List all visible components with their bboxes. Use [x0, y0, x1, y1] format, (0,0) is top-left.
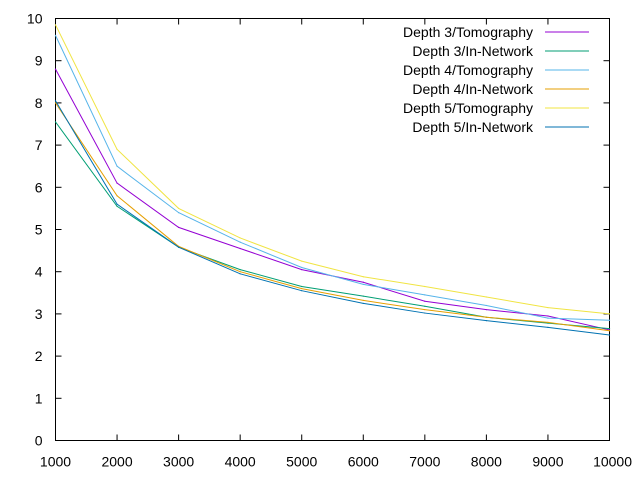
data-point [54, 121, 57, 123]
data-point [424, 309, 426, 311]
data-point [301, 266, 303, 269]
y-tick-label: 7 [35, 137, 43, 153]
data-point [301, 287, 303, 290]
data-point [239, 273, 241, 275]
legend-label: Depth 3/Tomography [403, 24, 533, 40]
data-point [485, 309, 487, 311]
data-point [424, 294, 426, 296]
data-point [608, 319, 611, 321]
data-point [54, 34, 57, 36]
axis-ticks: 0 1 2 3 4 5 6 7 8 9 10 1000 2000 3000 4000 5000 6000 7000… [27, 11, 632, 470]
data-point [54, 102, 57, 104]
x-tick-label: 9000 [532, 454, 563, 470]
data-point [54, 68, 57, 70]
x-tick-label: 4000 [225, 454, 256, 470]
data-point [116, 148, 118, 150]
y-tick-label: 3 [35, 306, 43, 322]
data-point [239, 241, 241, 243]
legend-label: Depth 5/Tomography [403, 100, 533, 116]
x-tick-label: 2000 [101, 454, 132, 470]
y-tick-label: 6 [35, 179, 43, 195]
data-point [424, 312, 426, 314]
series-line-6 [55, 100, 610, 336]
data-point [54, 100, 57, 102]
data-point [362, 281, 364, 283]
y-tick-label: 9 [35, 53, 43, 69]
y-tick-label: 5 [35, 222, 43, 238]
y-tick-label: 2 [35, 348, 43, 364]
data-point [362, 283, 364, 285]
data-point [608, 313, 611, 315]
series-line-2 [55, 121, 610, 330]
legend-label: Depth 4/In-Network [412, 81, 534, 97]
series-line-5 [55, 24, 610, 315]
data-point [116, 165, 118, 167]
data-point [485, 296, 487, 298]
data-point [424, 285, 426, 288]
data-point [547, 321, 549, 323]
data-point [178, 207, 180, 209]
x-tick-label: 6000 [348, 454, 379, 470]
data-point [116, 203, 118, 205]
data-point [547, 306, 549, 309]
data-point [301, 290, 303, 292]
data-point [547, 317, 549, 319]
series-line-4 [55, 102, 610, 332]
data-point [239, 237, 241, 239]
data-point [362, 276, 364, 278]
data-point [116, 182, 118, 184]
data-point [116, 205, 118, 207]
data-point [362, 302, 364, 304]
data-point [239, 268, 241, 271]
data-point [239, 271, 241, 273]
data-point [178, 212, 180, 214]
x-tick-label: 5000 [286, 454, 317, 470]
series-lines [54, 24, 611, 336]
legend: Depth 3/Tomography Depth 3/In-Network Dept… [403, 24, 589, 135]
data-point [239, 247, 241, 250]
y-tick-label: 8 [35, 95, 43, 111]
x-tick-label: 1000 [40, 454, 71, 470]
data-point [608, 330, 611, 332]
x-tick-label: 10000 [593, 454, 632, 470]
data-point [485, 316, 487, 318]
data-point [547, 315, 549, 317]
y-tick-label: 4 [35, 264, 43, 280]
legend-label: Depth 4/Tomography [403, 62, 533, 78]
x-tick-label: 7000 [409, 454, 440, 470]
x-tick-label: 8000 [471, 454, 502, 470]
legend-label: Depth 3/In-Network [412, 43, 534, 59]
legend-label: Depth 5/In-Network [412, 119, 534, 135]
y-tick-label: 0 [35, 433, 43, 449]
data-point [301, 285, 303, 288]
y-tick-label: 10 [27, 11, 43, 27]
data-point [485, 304, 487, 307]
x-tick-label: 3000 [163, 454, 194, 470]
data-point [116, 195, 118, 197]
data-point [178, 226, 180, 228]
data-point [608, 334, 611, 336]
data-point [424, 300, 426, 302]
series-line-3 [55, 35, 610, 321]
data-point [54, 24, 57, 26]
data-point [301, 268, 303, 271]
data-point [362, 299, 364, 301]
data-point [424, 305, 426, 307]
data-point [362, 295, 364, 297]
data-point [178, 246, 180, 248]
data-point [301, 260, 303, 262]
data-point [547, 326, 549, 329]
data-point [608, 328, 611, 330]
y-tick-label: 1 [35, 390, 43, 406]
data-point [485, 320, 487, 322]
